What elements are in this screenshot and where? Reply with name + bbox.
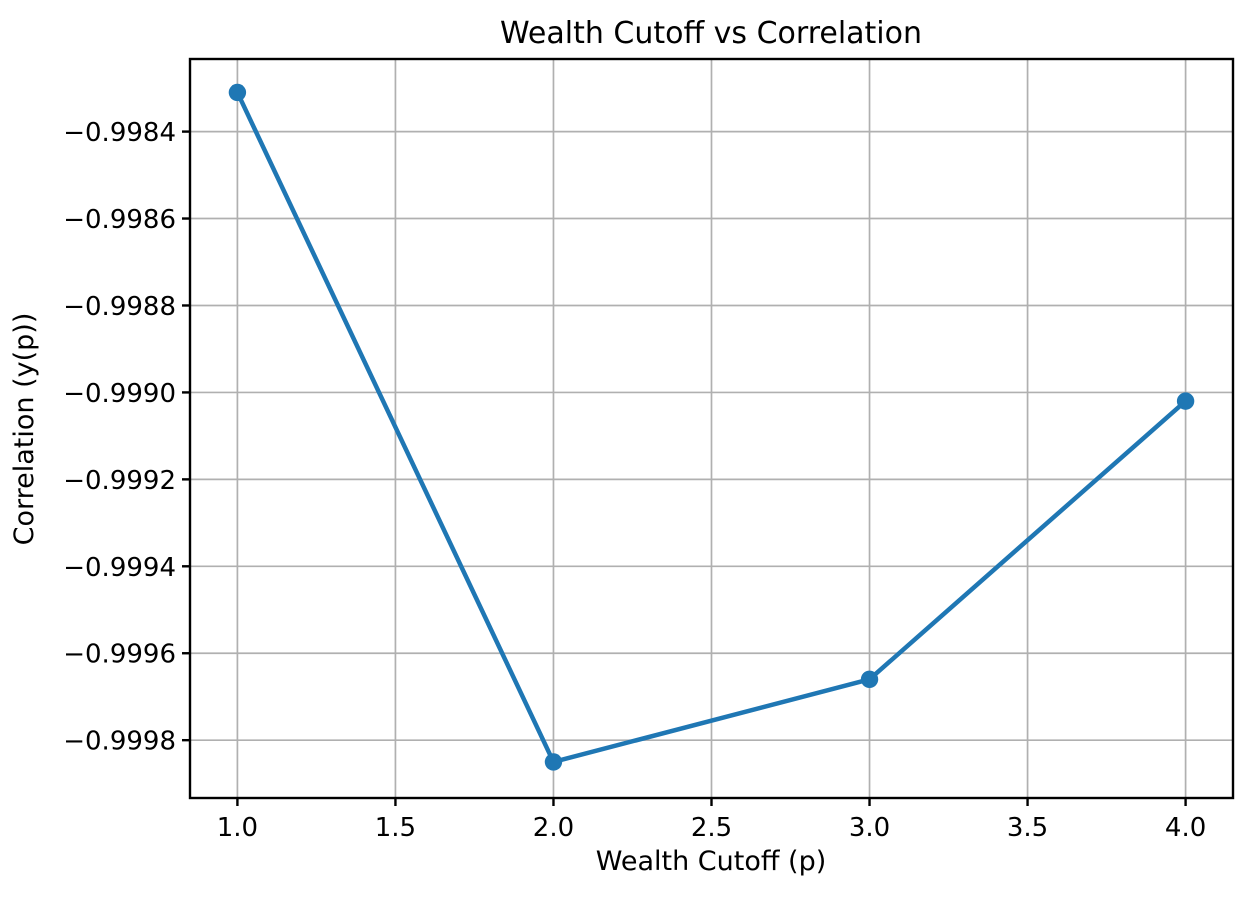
axes-spines bbox=[188, 57, 1235, 800]
data-point bbox=[860, 670, 879, 689]
x-tick-label: 2.0 bbox=[533, 813, 574, 843]
data-point bbox=[228, 83, 247, 102]
x-axis-label: Wealth Cutoff (p) bbox=[596, 846, 827, 877]
data-point bbox=[1176, 392, 1195, 410]
x-tick-label: 1.5 bbox=[375, 813, 416, 843]
y-tick-label: −0.9984 bbox=[63, 118, 176, 148]
y-tick-label: −0.9996 bbox=[63, 640, 176, 670]
x-tick-label: 1.0 bbox=[217, 813, 258, 843]
y-tick-label: −0.9990 bbox=[63, 379, 176, 409]
plot-area: 1.0 1.5 2.0 2.5 3.0 3.5 4.0 −0.9984 −0.9986 −0.99… bbox=[63, 57, 1235, 843]
y-tick-label: −0.9998 bbox=[63, 727, 176, 757]
y-tick-label: −0.9986 bbox=[63, 205, 176, 235]
x-tick-label: 3.0 bbox=[849, 813, 890, 843]
data-point bbox=[544, 753, 563, 771]
y-tick-label: −0.9992 bbox=[63, 466, 176, 496]
chart-title: Wealth Cutoff vs Correlation bbox=[500, 16, 922, 51]
x-tick-label: 3.5 bbox=[1007, 813, 1048, 843]
data-line bbox=[235, 90, 1188, 765]
x-tick-label: 4.0 bbox=[1165, 813, 1206, 843]
y-axis-label: Correlation (y(p)) bbox=[9, 313, 40, 546]
y-tick-label: −0.9994 bbox=[63, 553, 176, 583]
y-tick-label: −0.9988 bbox=[63, 292, 176, 322]
x-tick-label: 2.5 bbox=[691, 813, 732, 843]
